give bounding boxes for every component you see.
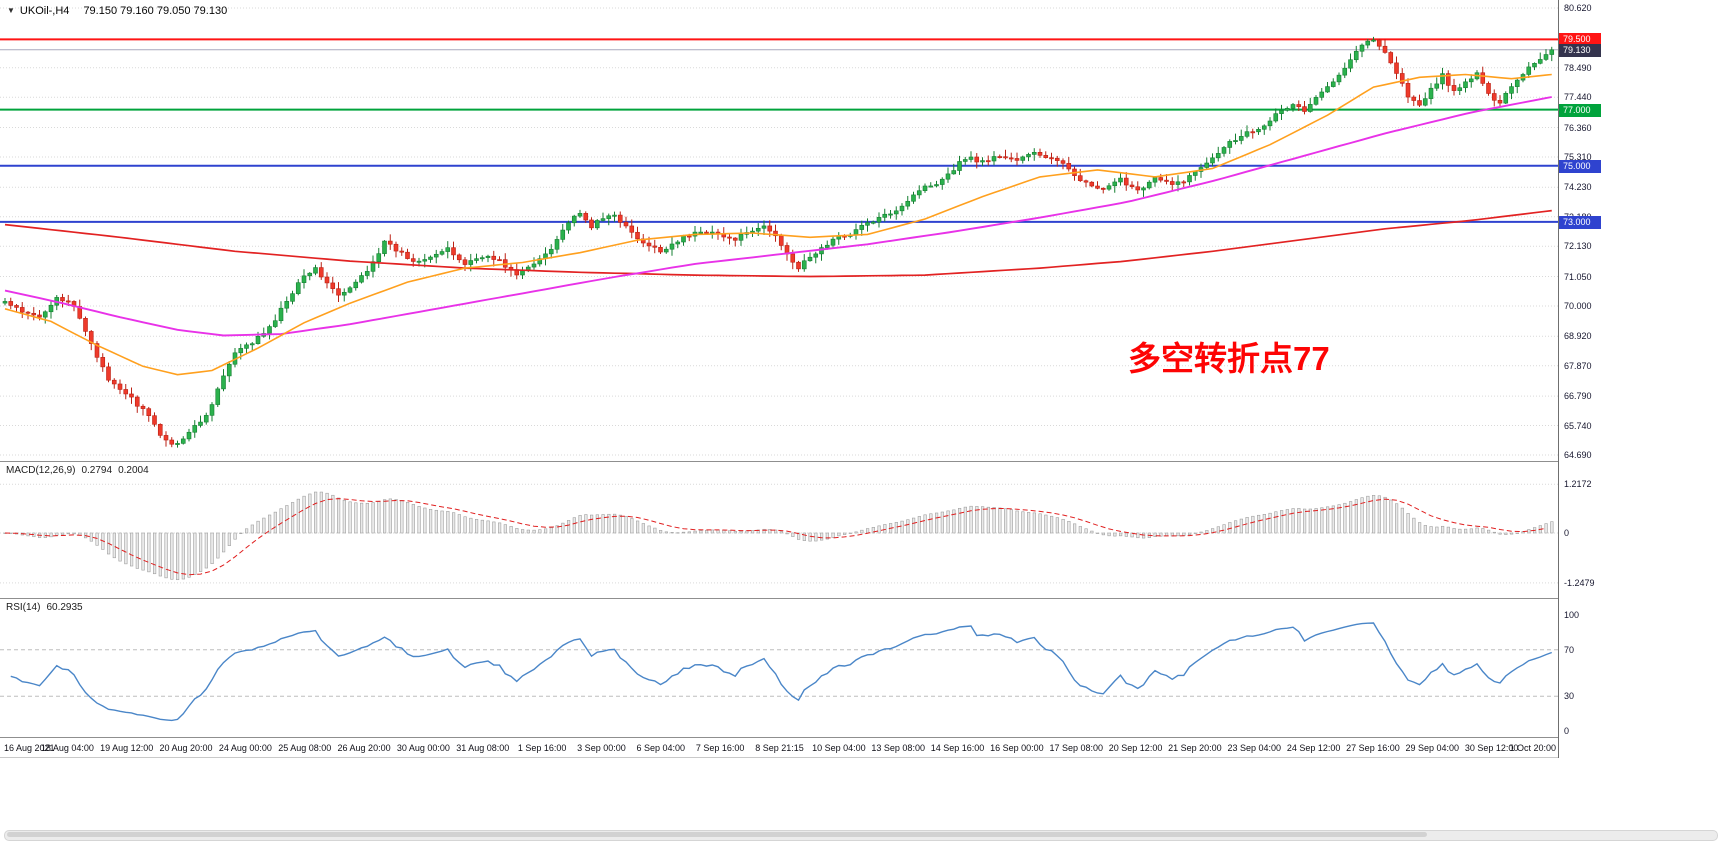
macd-scale-label: 0 [1564,528,1570,538]
price-gridlines [0,7,1558,456]
time-axis-label: 7 Sep 16:00 [695,743,745,753]
candlestick-series [2,36,1555,448]
time-axis-label: 17 Sep 08:00 [1049,743,1103,753]
annotation-text[interactable]: 多空转折点77 [1128,340,1330,377]
price-axis-label: 67.870 [1564,360,1592,371]
time-axis-label: 21 Sep 20:00 [1168,743,1222,753]
price-axis-label: 76.360 [1564,122,1592,133]
macd-title: MACD(12,26,9) [6,465,76,476]
price-badge-77.000[interactable]: 77.000 [1559,103,1601,117]
macd-histogram [3,491,1554,581]
symbol-timeframe-label: UKOil-,H4 [19,5,70,17]
time-axis-label: 14 Sep 16:00 [930,743,985,753]
time-axis-label: 8 Sep 21:15 [755,743,804,753]
time-axis-label: 29 Sep 04:00 [1405,743,1460,753]
rsi-svg [0,622,1558,722]
rsi-panel: RSI(14) 60.2935 [0,599,1558,737]
macd-indicator-label: MACD(12,26,9) 0.2794 0.2004 [6,465,155,476]
rsi-scale-label: 0 [1564,726,1570,736]
time-axis-label: 31 Aug 08:00 [456,743,510,753]
time-axis-label: 10 Sep 04:00 [812,743,866,753]
time-axis-label: 3 Sep 00:00 [577,743,626,753]
ma-mid-magenta [4,96,1552,337]
macd-svg [0,483,1558,584]
time-axis-label: 18 Aug 04:00 [40,743,94,753]
price-axis-label: 71.050 [1564,271,1592,282]
time-axis-label: 16 Sep 00:00 [990,743,1044,753]
rsi-scale-label: 100 [1564,610,1580,620]
macd-value-signal: 0.2004 [118,465,149,476]
time-axis-separator [0,737,1729,738]
macd-scale-label: 1.2172 [1564,479,1592,490]
main-chart-svg [0,7,1558,456]
collapse-triangle-icon[interactable]: ▼ [7,6,15,15]
price-axis-label: 72.130 [1564,241,1592,252]
rsi-scale-label: 70 [1564,644,1575,655]
time-axis-label: 1 Oct 20:00 [1509,743,1556,753]
ohlc-values: 79.150 79.160 79.050 79.130 [83,5,228,17]
panel-separator-macd[interactable] [0,461,1729,462]
time-axis-label: 24 Sep 12:00 [1286,743,1341,753]
price-axis-label: 75.310 [1564,151,1592,162]
chart-header: ▼ UKOil-,H4 79.150 79.160 79.050 79.130 [7,5,227,17]
time-axis-label: 20 Aug 20:00 [159,743,213,753]
time-axis: 16 Aug 2021 18 Aug 04:00 19 Aug 12:00 20 Au… [0,738,1558,757]
time-axis-label: 27 Sep 16:00 [1346,743,1400,753]
rsi-title: RSI(14) [6,602,41,613]
main-chart-panel: ▼ UKOil-,H4 79.150 79.160 79.050 79.130 多空… [0,0,1558,461]
macd-panel: MACD(12,26,9) 0.2794 0.2004 [0,462,1558,598]
horizontal-scrollbar[interactable] [4,830,1718,841]
price-badge-79.500[interactable]: 79.500 [1559,33,1601,47]
price-axis-label: 74.230 [1564,182,1592,193]
price-axis-label: 66.790 [1564,391,1592,402]
price-axis-label: 80.620 [1564,3,1592,13]
window-bottom-separator [0,757,1729,758]
time-axis-label: 1 Sep 16:00 [517,743,567,753]
time-axis-label: 26 Aug 20:00 [337,743,391,753]
time-axis-label: 13 Sep 08:00 [871,743,925,753]
scrollbar-thumb[interactable] [7,832,1427,837]
ma-slow-red [4,209,1552,278]
time-axis-label: 19 Aug 12:00 [100,743,154,753]
time-axis-label: 20 Sep 12:00 [1108,743,1163,753]
price-axis-label: 78.490 [1564,62,1592,73]
rsi-line [10,622,1552,722]
time-axis-label: 30 Sep 12:00 [1464,743,1519,753]
macd-signal-line [4,498,1547,576]
price-badge-75.000[interactable]: 75.000 [1559,159,1601,173]
price-axis: 80.62078.49077.44076.36075.31074.23073.1… [1558,0,1729,758]
macd-value-main: 0.2794 [81,465,113,476]
price-axis-label: 64.690 [1564,449,1592,460]
time-axis-label: 23 Sep 04:00 [1227,743,1282,753]
time-axis-label: 30 Aug 00:00 [396,743,450,753]
price-axis-label: 77.440 [1564,92,1592,103]
rsi-scale-label: 30 [1564,691,1575,702]
panel-separator-rsi[interactable] [0,598,1729,599]
rsi-indicator-label: RSI(14) 60.2935 [6,602,89,613]
price-badge-79.130[interactable]: 79.130 [1559,43,1601,57]
ma-fast-orange [4,73,1552,376]
price-axis-label: 68.920 [1564,331,1592,342]
price-axis-label: 70.000 [1564,300,1592,311]
price-badge-73.000[interactable]: 73.000 [1559,215,1601,229]
macd-scale-label: -1.2479 [1564,577,1595,588]
time-axis-label: 25 Aug 08:00 [278,743,332,753]
time-axis-label: 16 Aug 2021 [4,743,55,753]
time-axis-label: 6 Sep 04:00 [636,743,686,753]
price-axis-label: 65.740 [1564,420,1592,431]
time-axis-label: 24 Aug 00:00 [218,743,272,753]
rsi-value: 60.2935 [46,602,83,613]
